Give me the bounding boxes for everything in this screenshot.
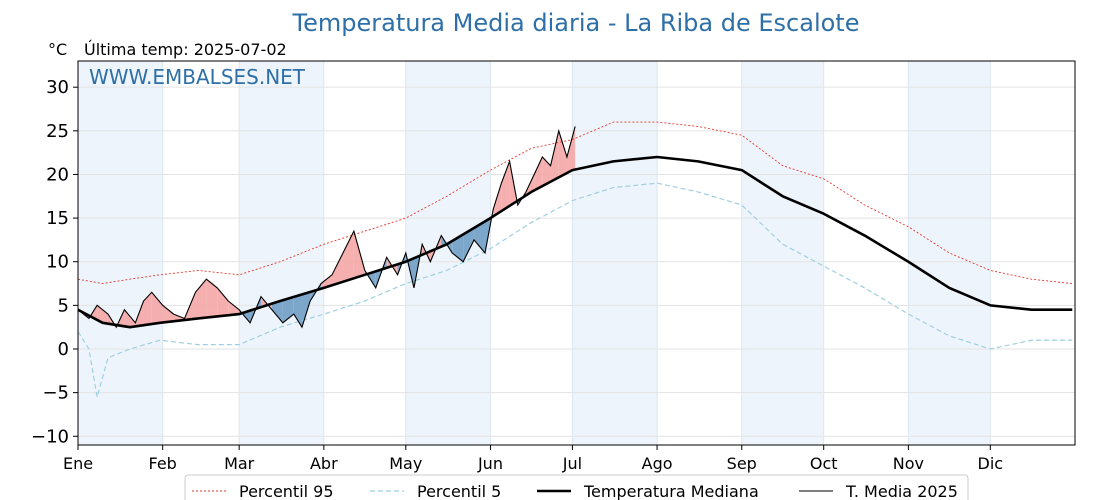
y-tick-label: −5 xyxy=(42,383,69,404)
x-tick-label: Ene xyxy=(63,454,93,473)
month-band-jul xyxy=(572,61,658,445)
plot-area: 30 25 20 15 10 5 0 −5 −10 Ene Feb Mar Abr May Jun Jul Ag… xyxy=(31,60,1076,473)
anomaly-fill-segment xyxy=(342,231,354,282)
last-temp-label: Última temp: 2025-07-02 xyxy=(84,40,287,59)
legend: Percentil 95 Percentil 5 Temperatura Med… xyxy=(184,474,969,500)
month-band-nov xyxy=(908,61,991,445)
anomaly-fill-segment xyxy=(413,244,423,288)
y-unit-label: °C xyxy=(48,40,67,59)
y-tick-label: 10 xyxy=(46,252,69,273)
series-line-media-2025 xyxy=(77,126,576,329)
anomaly-fill-segment xyxy=(97,305,109,324)
y-tick-label: −10 xyxy=(31,426,69,447)
legend-box xyxy=(184,474,969,500)
month-band-may xyxy=(405,61,491,445)
anomaly-fill-segment xyxy=(332,253,343,286)
y-tick-label: 30 xyxy=(46,77,69,98)
anomaly-fill-segment xyxy=(463,227,475,262)
x-tick-label: Dic xyxy=(978,454,1004,473)
anomaly-fill-segment xyxy=(206,279,218,318)
plot-frame xyxy=(77,60,1076,446)
anomaly-fill-segment xyxy=(162,305,174,323)
anomaly-fill-segment xyxy=(566,126,576,173)
anomaly-fill-segment xyxy=(293,294,302,328)
x-tick-label: Ago xyxy=(642,454,673,473)
legend-label-p5: Percentil 5 xyxy=(417,482,501,500)
series-line-mediana xyxy=(77,155,1073,329)
x-tick-label: May xyxy=(389,454,422,473)
month-band-sep xyxy=(741,61,824,445)
anomaly-fill-segment xyxy=(501,161,510,212)
anomaly-fill-segment xyxy=(550,130,559,182)
anomaly-fill-segment xyxy=(271,300,283,323)
legend-label-current: T. Media 2025 xyxy=(845,482,958,500)
watermark: WWW.EMBALSES.NET xyxy=(89,65,306,89)
x-tick-label: Abr xyxy=(310,454,338,473)
chart-title: Temperatura Media diaria - La Riba de Es… xyxy=(292,9,860,37)
anomaly-fill-segment xyxy=(124,309,136,327)
x-tick-label: Mar xyxy=(224,454,255,473)
x-tick-label: Jul xyxy=(562,454,582,473)
x-tick-label: Jun xyxy=(477,454,503,473)
y-tick-label: 25 xyxy=(46,121,69,142)
month-band-mar xyxy=(239,61,324,445)
x-tick-label: Feb xyxy=(149,454,177,473)
anomaly-fill-segment xyxy=(217,287,229,317)
y-tick-label: 0 xyxy=(58,339,69,360)
series-line-percentil-95 xyxy=(77,121,1073,285)
y-tick-label: 20 xyxy=(46,164,69,185)
legend-label-median: Temperatura Mediana xyxy=(583,482,759,500)
anomaly-fill-segment xyxy=(282,296,294,323)
anomaly-fill-segment xyxy=(474,221,485,253)
x-tick-label: Nov xyxy=(893,454,924,473)
y-tick-label: 5 xyxy=(58,295,69,316)
anomaly-fill-segment xyxy=(143,292,152,326)
legend-label-p95: Percentil 95 xyxy=(239,482,334,500)
anomaly-fill-segment xyxy=(151,292,163,325)
month-band-ene xyxy=(78,61,163,445)
anomaly-fill-segment xyxy=(534,157,543,191)
series-line-percentil-5 xyxy=(77,182,1073,398)
x-tick-label: Oct xyxy=(810,454,838,473)
anomaly-fill-segment xyxy=(228,301,240,316)
anomaly-fill-segment xyxy=(301,292,311,328)
y-tick-label: 15 xyxy=(46,208,69,229)
x-tick-label: Sep xyxy=(727,454,757,473)
